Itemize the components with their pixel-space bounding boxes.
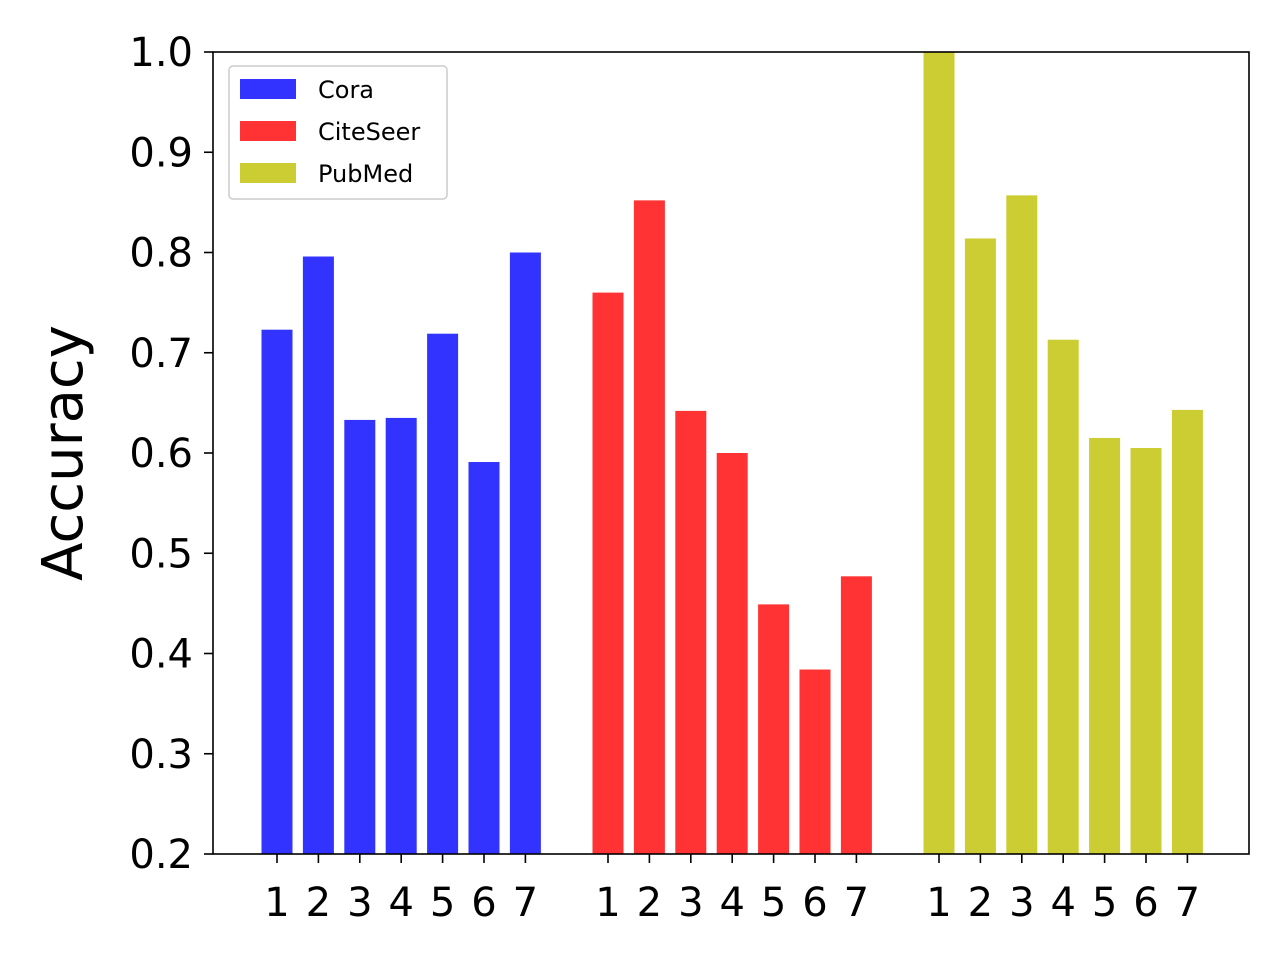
bars-layer [261,52,1203,855]
bar-pubmed-3 [1006,195,1038,855]
bar-cora-2 [302,256,334,854]
x-tick-label: 7 [513,880,538,926]
x-tick-label: 3 [678,880,703,926]
legend-label-citeseer: CiteSeer [318,118,420,146]
legend-swatch-cora [240,79,296,99]
bar-cora-1 [261,329,293,854]
x-tick-label: 1 [926,880,951,926]
bar-cora-6 [468,462,500,854]
x-tick-label: 7 [1175,880,1200,926]
y-tick-label: 0.8 [129,231,193,277]
y-tick-label: 0.4 [129,632,193,678]
x-tick-label: 1 [595,880,620,926]
bar-pubmed-1 [923,52,955,854]
bar-citeseer-3 [675,410,707,854]
y-tick-label: 0.9 [129,130,193,176]
x-tick-label: 6 [802,880,827,926]
bar-pubmed-7 [1171,409,1203,854]
x-tick-label: 4 [1050,880,1075,926]
x-tick-label: 5 [761,880,786,926]
x-tick-label: 1 [264,880,289,926]
ticks-layer: 1 2 3 4 5 6 7 1 2 3 4 5 6 7 1 2 3 4 5 6 70.20.30.40.50.60.70… [129,30,1200,926]
bar-pubmed-5 [1089,437,1121,854]
legend-label-cora: Cora [318,76,374,104]
x-tick-label: 4 [388,880,413,926]
bar-cora-3 [344,419,376,854]
x-tick-label: 4 [719,880,744,926]
x-tick-label: 7 [844,880,869,926]
bar-cora-7 [509,252,541,854]
x-tick-label: 5 [430,880,455,926]
x-tick-label: 2 [637,880,662,926]
x-tick-label: 6 [1133,880,1158,926]
x-tick-label: 2 [306,880,331,926]
bar-citeseer-4 [716,453,748,854]
bar-cora-5 [427,333,459,854]
y-tick-label: 0.3 [129,732,193,778]
legend-swatch-citeseer [240,121,296,141]
y-tick-label: 0.7 [129,331,193,377]
x-tick-label: 3 [347,880,372,926]
x-tick-label: 3 [1009,880,1034,926]
x-tick-label: 6 [471,880,496,926]
y-tick-label: 0.6 [129,431,193,477]
bar-pubmed-6 [1130,447,1162,854]
legend: Cora CiteSeer PubMed [228,65,448,200]
y-tick-label: 0.2 [129,832,193,878]
legend-swatch-pubmed [240,163,296,183]
legend-label-pubmed: PubMed [318,160,413,188]
bar-citeseer-6 [799,669,831,854]
bar-pubmed-2 [964,238,996,855]
bar-citeseer-2 [633,200,665,854]
bar-citeseer-5 [758,604,790,854]
bar-citeseer-1 [592,292,624,855]
x-tick-label: 5 [1092,880,1117,926]
bar-pubmed-4 [1047,339,1079,855]
bar-cora-4 [385,417,417,854]
y-axis-label: Accuracy [31,325,96,581]
y-tick-label: 1.0 [129,30,193,76]
bar-citeseer-7 [840,576,872,854]
x-tick-label: 2 [968,880,993,926]
y-tick-label: 0.5 [129,531,193,577]
